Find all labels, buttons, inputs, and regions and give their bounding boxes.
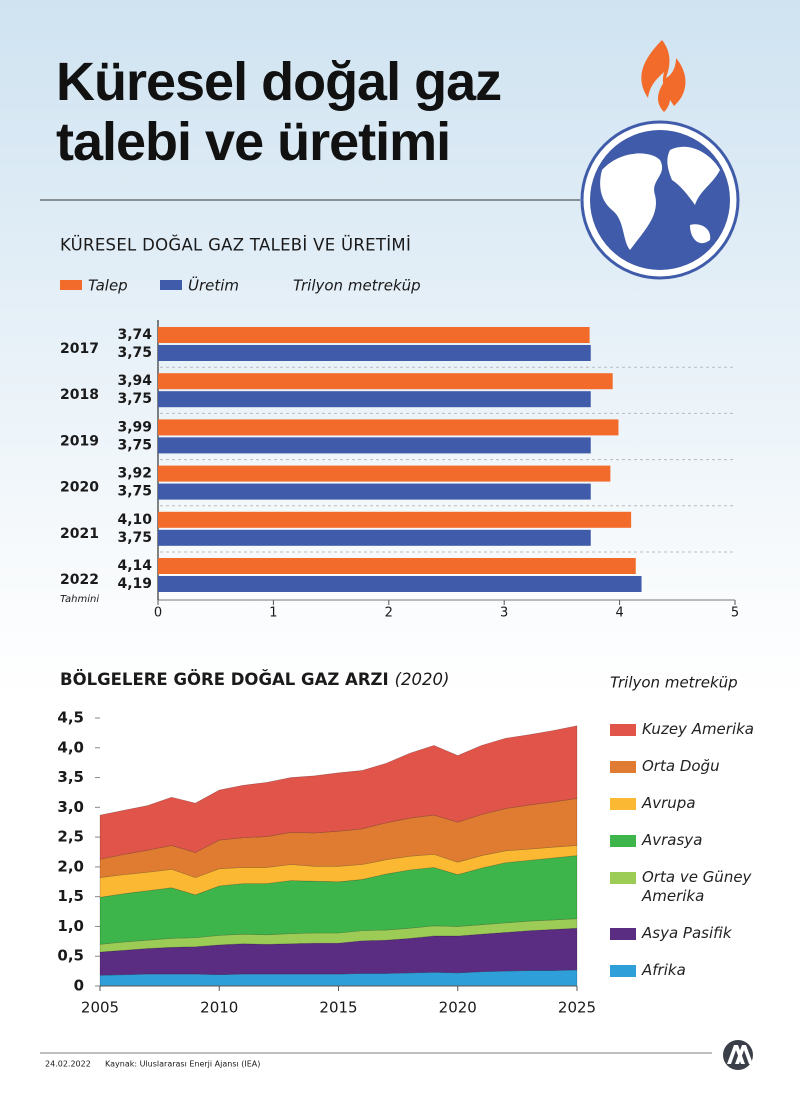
legend-label: Afrika [642, 961, 686, 979]
bar [158, 529, 591, 546]
bar [158, 345, 591, 361]
category-label: 2017 [60, 341, 99, 357]
value-label: 4,14 [117, 558, 152, 574]
x-tick-label: 2025 [558, 999, 596, 1017]
legend-label: Asya Pasifik [642, 924, 732, 942]
legend-swatch [610, 761, 636, 773]
legend-label: Kuzey Amerika [642, 720, 755, 738]
x-tick-label: 2005 [81, 999, 119, 1017]
y-tick-label: 3,0 [57, 798, 84, 816]
x-tick-label: 2020 [439, 999, 477, 1017]
value-label: 3,74 [117, 327, 152, 343]
bar [158, 419, 619, 436]
x-tick-label: 2015 [319, 999, 357, 1017]
legend-swatch [610, 835, 636, 847]
agency-logo [723, 1040, 753, 1070]
legend-swatch [60, 280, 82, 290]
area [99, 725, 578, 860]
chart-subtitle: (2020) [395, 670, 450, 689]
unit-label: Trilyon metreküp [610, 674, 738, 692]
category-label: 2021 [60, 526, 99, 542]
bar [158, 558, 636, 574]
value-label: 3,92 [117, 466, 152, 482]
value-label: 3,75 [117, 484, 152, 500]
y-tick-label: 4,0 [57, 738, 84, 756]
y-tick-label: 0,5 [57, 947, 84, 965]
category-label: 2018 [60, 387, 99, 403]
chart-title-main: BÖLGELERE GÖRE DOĞAL GAZ ARZI [60, 670, 389, 689]
y-tick-label: 2,5 [57, 828, 84, 846]
bar [158, 483, 591, 500]
legend-swatch [610, 872, 636, 884]
bar [158, 465, 611, 482]
value-label: 3,94 [117, 373, 152, 389]
bar [158, 437, 591, 454]
bar [158, 391, 591, 408]
legend-swatch [610, 928, 636, 940]
legend-label: Talep [88, 277, 128, 295]
y-tick-label: 0 [74, 977, 84, 995]
x-tick-label: 0 [154, 606, 162, 621]
legend-swatch [610, 965, 636, 977]
x-tick-label: 4 [615, 606, 623, 621]
legend-swatch [610, 724, 636, 736]
legend-label: Orta ve Güney Amerika [642, 868, 752, 905]
category-label: 2022 [60, 572, 99, 588]
unit-label: Trilyon metreküp [293, 277, 421, 295]
value-label: 3,75 [117, 530, 152, 546]
legend-label: Avrupa [642, 794, 696, 812]
y-tick-label: 1,5 [57, 887, 84, 905]
value-label: 4,10 [117, 512, 152, 528]
y-tick-label: 2,0 [57, 857, 84, 875]
value-label: 3,75 [117, 437, 152, 453]
bar [158, 511, 632, 528]
legend-label: Üretim [188, 276, 239, 295]
x-tick-label: 2010 [200, 999, 238, 1017]
chart-title: KÜRESEL DOĞAL GAZ TALEBİ VE ÜRETİMİ [60, 236, 411, 255]
page-title: Küresel doğal gaz talebi ve üretimi [56, 52, 502, 172]
bar [158, 373, 613, 390]
x-tick-label: 5 [731, 606, 739, 621]
y-tick-label: 4,5 [57, 709, 84, 727]
legend-label: Orta Doğu [642, 757, 720, 775]
value-label: 3,75 [117, 391, 152, 407]
value-label: 3,99 [117, 419, 152, 435]
category-label: 2019 [60, 433, 99, 449]
footer-date: 24.02.2022 [45, 1060, 91, 1069]
value-label: 3,75 [117, 345, 152, 361]
x-tick-label: 2 [385, 606, 393, 621]
legend-swatch [610, 798, 636, 810]
category-label: 2020 [60, 480, 99, 496]
legend-swatch [160, 280, 182, 290]
legend-label: Avrasya [642, 831, 703, 849]
globe-icon [580, 40, 740, 280]
category-note: Tahmini [60, 594, 99, 605]
y-tick-label: 3,5 [57, 768, 84, 786]
value-label: 4,19 [117, 576, 152, 592]
y-tick-label: 1,0 [57, 917, 84, 935]
x-tick-label: 1 [269, 606, 277, 621]
chart-title: BÖLGELERE GÖRE DOĞAL GAZ ARZI (2020) [60, 670, 450, 689]
x-tick-label: 3 [500, 606, 508, 621]
bar [158, 576, 642, 592]
footer-source: Kaynak: Uluslararası Enerji Ajansı (IEA) [105, 1060, 260, 1069]
bar [158, 327, 590, 343]
area [99, 798, 578, 878]
